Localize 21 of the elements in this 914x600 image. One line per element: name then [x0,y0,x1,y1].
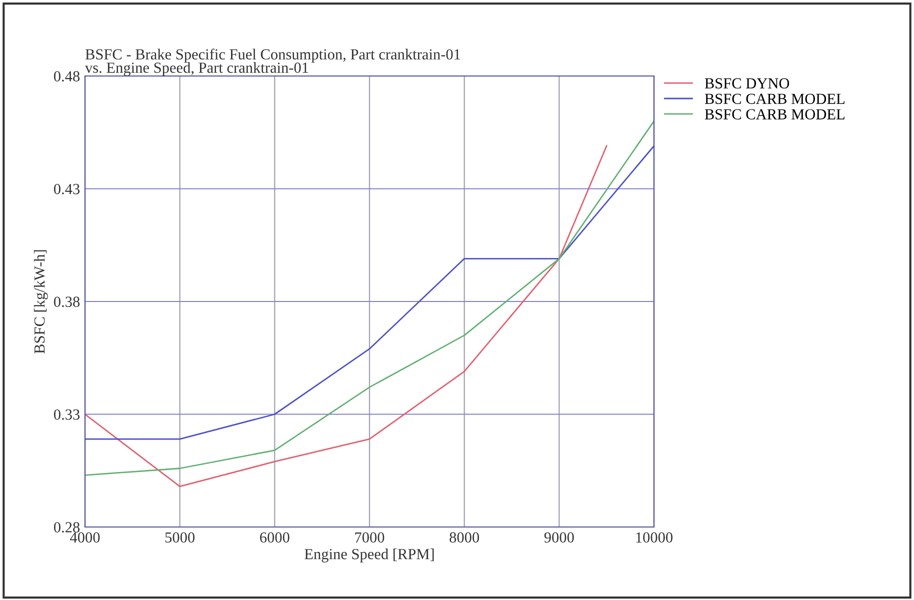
y-tick-label: 0.43 [54,184,80,194]
x-tick-label: 7000 [355,532,384,543]
y-tick-label: 0.33 [54,409,80,420]
x-axis-title: Engine Speed [RPM] [304,548,434,562]
legend-label: BSFC CARB MODEL [704,109,844,120]
line-series [85,145,654,440]
x-tick-label: 10000 [636,532,673,543]
legend-label: BSFC DYNO [704,78,790,89]
x-tick-label: 9000 [544,532,574,543]
line-series [85,120,654,476]
x-tick-label: 6000 [260,532,290,543]
chart-title: BSFC - Brake Specific Fuel Consumption, Part cranktrain-01 vs. Engine Speed, Part cranktrain-01 [85,48,460,76]
y-tick-label: 0.48 [54,71,80,82]
y-tick-label: 0.28 [54,522,80,533]
line-series [85,145,608,488]
y-axis-title: BSFC [kg/kW-h] [34,250,48,354]
x-tick-label: 8000 [450,532,480,543]
legend-label: BSFC CARB MODEL [704,94,844,104]
x-tick-label: 4000 [70,532,100,543]
x-tick-label: 5000 [165,532,195,543]
y-tick-label: 0.38 [54,296,80,308]
